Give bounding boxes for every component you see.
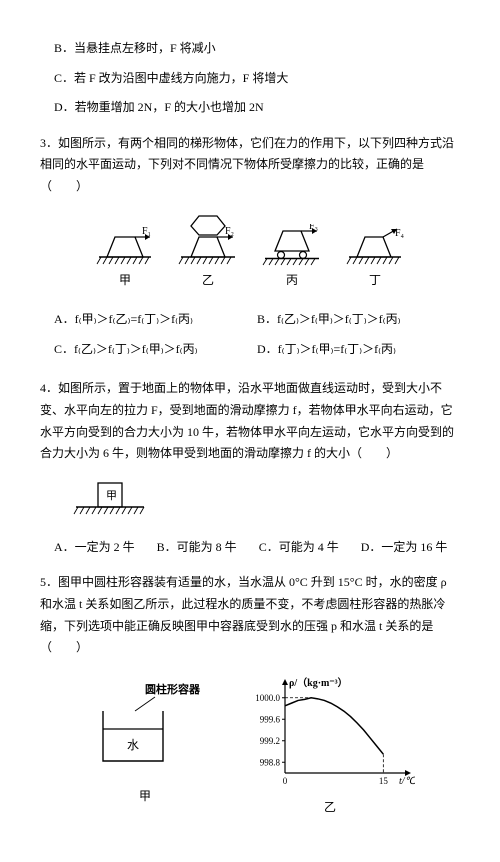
q4-choice-b: B．可能为 8 牛 — [157, 537, 237, 559]
q3-fig-jia: F₁ 甲 — [95, 224, 155, 292]
q3-fig-yi: F₂ 乙 — [177, 212, 239, 292]
q5-stem: 5．图甲中圆柱形容器装有适量的水，当水温从 0°C 升到 15°C 时，水的密度… — [40, 572, 460, 658]
q3-fig-bing: F₃ 丙 — [261, 224, 323, 292]
q3-choices: A．f₍甲₎＞f₍乙₎=f₍丁₎＞f₍丙₎ B．f₍乙₎＞f₍甲₎＞f₍丁₎＞f… — [54, 305, 460, 364]
q3-f1-label: F₁ — [142, 226, 151, 237]
q5-fig-yi: 1000.0 999.6 999.2 998.80 15 ρ/（kg·m⁻³） t/℃ 乙 — [245, 673, 415, 819]
q3-label-ding: 丁 — [369, 270, 381, 292]
q3-choice-c: C．f₍乙₎＞f₍丁₎＞f₍甲₎＞f₍丙₎ — [54, 339, 257, 361]
q3-choice-b: B．f₍乙₎＞f₍甲₎＞f₍丁₎＞f₍丙₎ — [257, 309, 460, 331]
q3-label-bing: 丙 — [286, 270, 298, 292]
q5-water-label: 水 — [127, 738, 139, 752]
q5-container-label: 圆柱形容器 — [145, 683, 201, 696]
q3-f3-label: F₃ — [309, 224, 318, 232]
svg-text:998.8: 998.8 — [260, 757, 281, 767]
svg-text:1000.0: 1000.0 — [255, 692, 280, 702]
svg-text:t/℃: t/℃ — [399, 776, 415, 787]
q3-choice-d: D．f₍丁₎＞f₍甲₎=f₍丁₎＞f₍丙₎ — [257, 339, 460, 361]
q3-f4-label: F₄ — [395, 228, 405, 239]
svg-text:0: 0 — [283, 776, 288, 786]
q5-label-jia: 甲 — [139, 786, 151, 808]
q5-density-chart: 1000.0 999.6 999.2 998.80 15 ρ/（kg·m⁻³） t/℃ — [245, 673, 415, 793]
q4-choices: A．一定为 2 牛 B．可能为 8 牛 C．可能为 4 牛 D．一定为 16 牛 — [54, 537, 460, 559]
q3-f2-label: F₂ — [225, 226, 234, 237]
q4-block-label: 甲 — [106, 490, 117, 502]
svg-text:ρ/（kg·m⁻³）: ρ/（kg·m⁻³） — [289, 676, 348, 689]
svg-text:15: 15 — [379, 776, 389, 786]
q5-fig-jia: 圆柱形容器 水 甲 — [85, 683, 205, 808]
q3-label-jia: 甲 — [119, 270, 131, 292]
q3-stem: 3．如图所示，有两个相同的梯形物体，它们在力的作用下，以下列四种方式沿相同的水平… — [40, 133, 460, 198]
q4-choice-a: A．一定为 2 牛 — [54, 537, 135, 559]
q5-figure-row: 圆柱形容器 水 甲 1000.0 999.6 999.2 998.80 15 ρ/（kg·… — [40, 673, 460, 819]
q3-label-yi: 乙 — [202, 270, 214, 292]
q4-figure: 甲 — [70, 475, 460, 527]
q4-choice-c: C．可能为 4 牛 — [259, 537, 339, 559]
q3-figure-row: F₁ 甲 F₂ 乙 — [40, 212, 460, 292]
q2-option-d: D．若物重增加 2N，F 的大小也增加 2N — [54, 97, 460, 119]
q4-choice-d: D．一定为 16 牛 — [361, 537, 448, 559]
q2-option-b: B．当悬挂点左移时，F 将减小 — [54, 38, 460, 60]
svg-text:999.6: 999.6 — [260, 714, 281, 724]
svg-text:999.2: 999.2 — [260, 735, 280, 745]
q3-fig-ding: F₄ 丁 — [345, 224, 405, 292]
q2-option-c: C．若 F 改为沿图中虚线方向施力，F 将增大 — [54, 68, 460, 90]
q4-stem: 4．如图所示，置于地面上的物体甲，沿水平地面做直线运动时，受到大小不变、水平向左… — [40, 378, 460, 464]
q5-label-yi: 乙 — [324, 797, 336, 819]
q3-choice-a: A．f₍甲₎＞f₍乙₎=f₍丁₎＞f₍丙₎ — [54, 309, 257, 331]
